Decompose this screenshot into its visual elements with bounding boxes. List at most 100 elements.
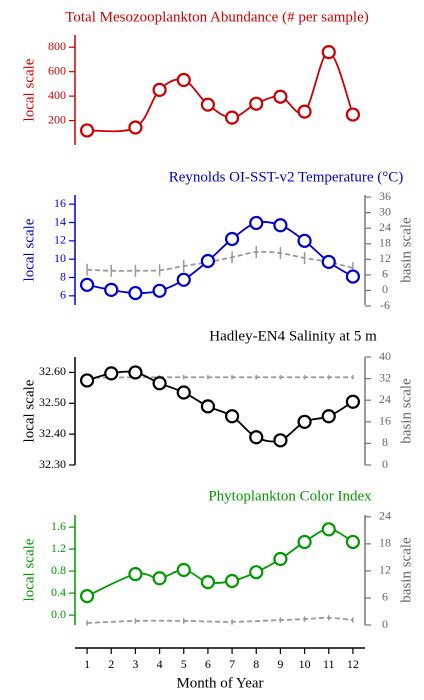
y2-tick-label: 16 — [379, 414, 391, 428]
data-point — [200, 253, 216, 269]
y2-tick-label: 0 — [382, 457, 388, 471]
y2-tick-label: 8 — [382, 435, 388, 449]
y2-tick-label: 36 — [379, 189, 391, 203]
data-point — [249, 215, 264, 231]
data-point — [273, 551, 288, 567]
y2-tick-label: 24 — [379, 509, 391, 523]
data-point — [321, 522, 336, 537]
y-tick-label: 32.30 — [39, 457, 66, 471]
x-tick-label: 11 — [323, 657, 335, 671]
y-tick-label: 600 — [48, 63, 66, 77]
data-point — [345, 534, 361, 550]
y2-tick-label: -6 — [380, 298, 390, 312]
data-point — [321, 409, 336, 424]
data-point — [200, 574, 216, 590]
y-tick-label: 32.50 — [39, 395, 66, 409]
y2-tick-label: 30 — [379, 204, 391, 218]
data-point — [128, 567, 143, 582]
y2-axis-label: basin scale — [398, 378, 414, 444]
data-point — [224, 110, 240, 125]
y2-tick-label: 32 — [379, 370, 391, 384]
data-point — [128, 285, 143, 301]
basin-line — [87, 616, 354, 624]
data-point — [104, 282, 119, 297]
data-point — [297, 104, 312, 119]
x-tick-label: 10 — [299, 657, 311, 671]
y2-tick-label: 18 — [379, 536, 391, 550]
x-tick-label: 12 — [347, 657, 359, 671]
data-point — [152, 376, 167, 391]
x-tick-label: 9 — [277, 657, 283, 671]
local-line — [87, 51, 354, 133]
x-tick-label: 1 — [84, 657, 90, 671]
data-point — [200, 97, 216, 112]
x-axis-label: Month of Year — [176, 675, 263, 691]
x-tick-label: 4 — [157, 657, 163, 671]
y-tick-label: 6 — [60, 288, 66, 302]
y-tick-label: 32.60 — [39, 364, 66, 378]
y-tick-label: 8 — [60, 269, 66, 283]
panel-title: Total Mesozooplankton Abundance (# per s… — [65, 9, 368, 25]
y2-tick-label: 0 — [382, 282, 388, 296]
x-tick-label: 8 — [253, 657, 259, 671]
data-point — [249, 96, 264, 111]
local-line — [86, 370, 354, 443]
y2-tick-label: 24 — [379, 220, 391, 234]
y-tick-label: 1.2 — [51, 541, 66, 555]
panel-title: Phytoplankton Color Index — [208, 488, 372, 504]
y2-tick-label: 24 — [379, 392, 391, 406]
data-point — [321, 45, 336, 60]
data-point — [224, 409, 240, 424]
x-tick-label: 5 — [181, 657, 187, 671]
y-tick-label: 200 — [48, 112, 66, 126]
y-tick-label: 0.4 — [51, 585, 66, 599]
x-tick-label: 7 — [229, 657, 235, 671]
y2-tick-label: 12 — [379, 563, 391, 577]
data-point — [273, 433, 288, 448]
y-axis-label: local scale — [21, 538, 37, 601]
data-point — [128, 120, 143, 135]
data-point — [249, 565, 264, 580]
data-point — [297, 233, 312, 248]
data-point — [224, 231, 240, 247]
data-point — [176, 72, 191, 88]
panel-title: Hadley-EN4 Salinity at 5 m — [209, 328, 377, 344]
y2-tick-label: 40 — [379, 349, 391, 363]
data-point — [104, 366, 119, 381]
data-point — [176, 272, 191, 287]
data-point — [273, 218, 288, 233]
data-point — [79, 123, 95, 138]
local-line — [86, 528, 354, 597]
x-tick-label: 6 — [205, 657, 211, 671]
data-point — [345, 107, 361, 122]
data-point — [249, 430, 264, 445]
data-point — [79, 589, 95, 604]
y-axis-label: local scale — [21, 58, 37, 121]
data-point — [345, 394, 361, 409]
data-point — [224, 573, 240, 589]
y-tick-label: 14 — [54, 214, 66, 228]
data-point — [176, 562, 191, 578]
y-tick-label: 10 — [54, 251, 66, 265]
data-point — [200, 399, 216, 414]
data-point — [345, 269, 361, 284]
y2-tick-label: 6 — [382, 267, 388, 281]
x-tick-label: 2 — [108, 657, 114, 671]
data-point — [176, 385, 191, 400]
local-line — [86, 220, 354, 295]
panel-title: Reynolds OI-SST-v2 Temperature (°C) — [169, 169, 404, 185]
y-tick-label: 800 — [48, 39, 66, 53]
data-point — [273, 89, 288, 104]
data-point — [297, 414, 312, 429]
y2-axis-label: basin scale — [398, 537, 414, 603]
y-axis-label: local scale — [21, 379, 37, 442]
y-tick-label: 12 — [54, 233, 66, 247]
y2-tick-label: 0 — [382, 617, 388, 631]
y-tick-label: 32.40 — [39, 426, 66, 440]
data-point — [321, 254, 336, 270]
data-point — [152, 82, 167, 97]
y2-axis-label: basin scale — [398, 217, 414, 283]
y-tick-label: 0.8 — [51, 563, 66, 577]
data-point — [79, 373, 95, 388]
